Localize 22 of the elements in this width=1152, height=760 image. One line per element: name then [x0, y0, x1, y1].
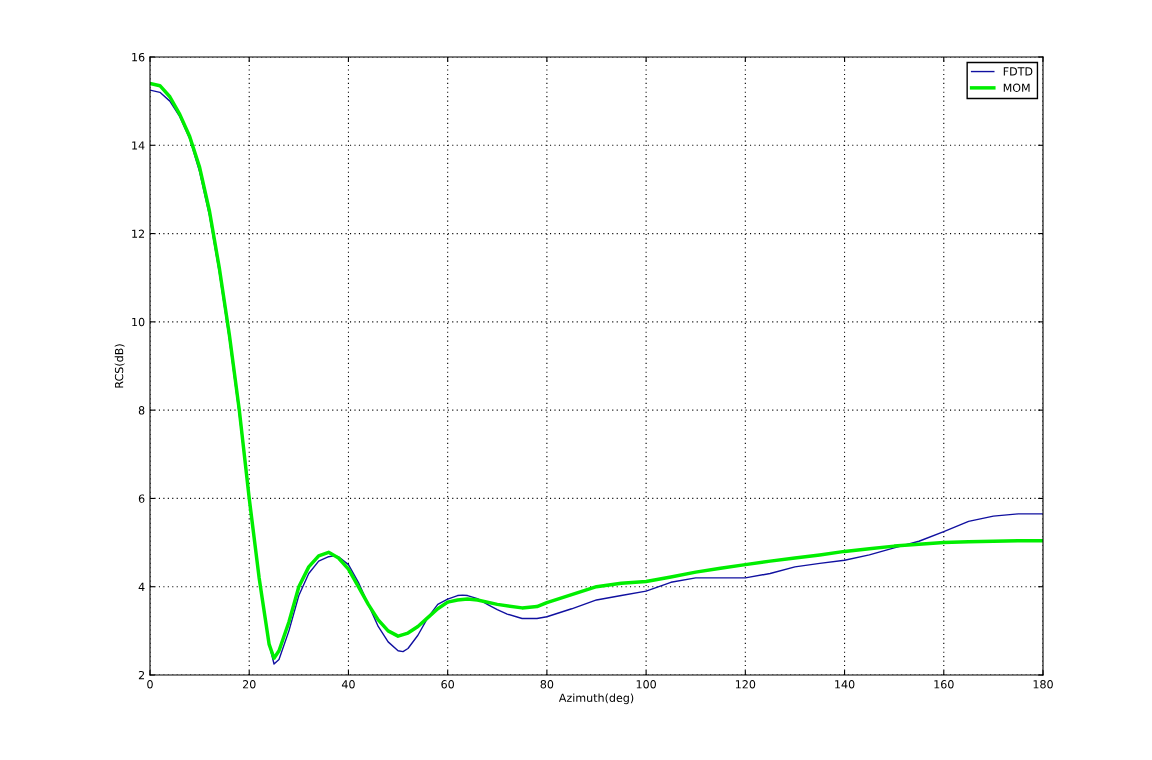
- y-tick-label: 12: [132, 229, 145, 238]
- x-tick-label: 0: [147, 680, 153, 689]
- x-tick-label: 180: [1033, 680, 1053, 689]
- legend-label: FDTD: [1003, 67, 1033, 76]
- y-tick-label: 4: [138, 582, 145, 591]
- x-tick-label: 20: [242, 680, 256, 689]
- y-tick-label: 8: [138, 406, 145, 415]
- x-tick-label: 80: [540, 680, 554, 689]
- y-tick-label: 16: [132, 52, 145, 62]
- y-tick-label: 10: [132, 317, 145, 327]
- y-tick-label: 6: [138, 494, 145, 503]
- x-tick-label: 120: [735, 680, 756, 689]
- x-tick-label: 40: [341, 680, 355, 689]
- x-tick-label: 140: [835, 680, 855, 689]
- x-tick-label: 100: [636, 680, 656, 689]
- x-tick-label: 160: [934, 680, 954, 689]
- y-axis-title: RCS(dB): [114, 344, 125, 388]
- legend-label: MOM: [1003, 83, 1030, 92]
- x-tick-label: 60: [441, 680, 454, 689]
- x-axis-title: Azimuth(deg): [558, 693, 634, 705]
- y-tick-label: 14: [132, 141, 145, 150]
- y-tick-label: 2: [138, 670, 145, 680]
